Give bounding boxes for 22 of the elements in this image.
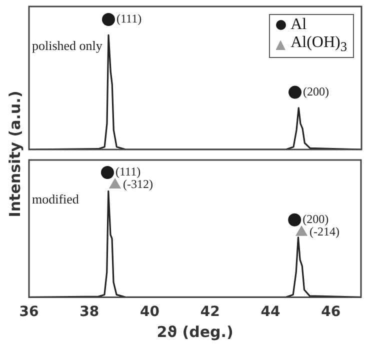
x-tick-label: 46	[321, 304, 341, 320]
y-axis-title: Intensity (a.u.)	[6, 90, 24, 220]
x-tick-label: 44	[260, 304, 280, 320]
annotation: (200)	[302, 212, 329, 226]
point	[108, 178, 122, 188]
annotation: (111)	[115, 164, 141, 179]
legend-label: Al(OH)$_{3}$	[290, 34, 347, 56]
annotation: modified	[32, 191, 80, 206]
annotation: (111)	[116, 12, 142, 26]
point	[295, 225, 308, 236]
point	[288, 213, 302, 226]
annotation: (-312)	[123, 177, 154, 192]
x-tick-label: 38	[80, 304, 100, 320]
annotation: (200)	[303, 84, 329, 98]
annotation: (-214)	[310, 224, 340, 238]
point	[100, 166, 114, 179]
x-tick-label: 36	[19, 304, 39, 320]
x-tick-label: 42	[200, 304, 220, 320]
annotation: polished only	[32, 38, 103, 53]
x-axis-title: 2ϑ (deg.)	[156, 322, 234, 341]
legend-label: Al	[290, 16, 307, 34]
x-tick-label: 40	[140, 304, 160, 320]
